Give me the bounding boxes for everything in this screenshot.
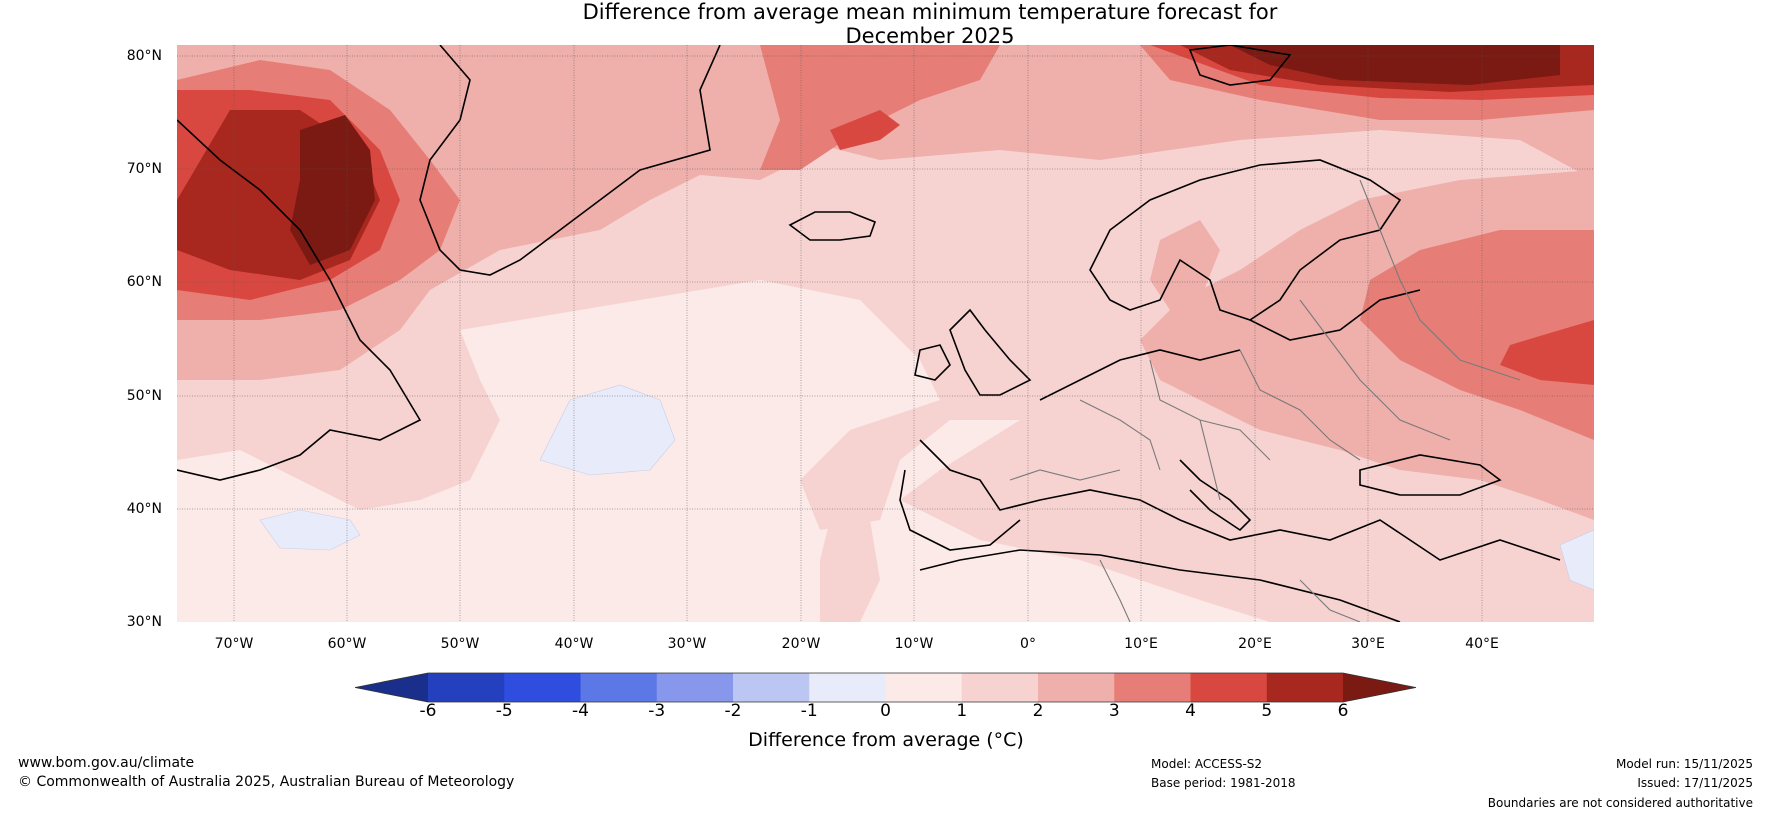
footer-issued: Issued: 17/11/2025 <box>1637 776 1753 790</box>
band-1-2-sw <box>820 520 880 622</box>
colorbar-title: Difference from average (°C) <box>748 729 1024 751</box>
coast-svalbard <box>1188 45 1292 86</box>
coast-europe-south <box>919 439 1561 561</box>
footer-model-run: Model run: 15/11/2025 <box>1615 757 1753 771</box>
lon-label-0: 0° <box>1020 636 1036 652</box>
colorbar-tick-label: 5 <box>1261 701 1273 721</box>
border-6 <box>1199 419 1221 501</box>
lon-label-10w: 10°W <box>894 636 934 652</box>
colorbar-outline <box>354 672 1417 703</box>
colorbar-extend-high <box>1343 673 1416 702</box>
footer-copyright: © Commonwealth of Australia 2025, Austra… <box>18 774 515 790</box>
coast-baltic <box>1249 289 1421 341</box>
footer-site[interactable]: www.bom.gov.au/climate <box>18 755 195 771</box>
lat-label-70n: 70°N <box>126 161 162 177</box>
lon-label-40w: 40°W <box>554 636 594 652</box>
border-9 <box>1299 579 1361 622</box>
band-3-4-greenland-east <box>760 45 1000 170</box>
graticule <box>177 45 1594 622</box>
lat-label-80n: 80°N <box>126 48 162 64</box>
lon-label-10e: 10°E <box>1124 636 1158 652</box>
borders <box>1009 179 1521 622</box>
band-neg-west <box>259 509 361 551</box>
border-7 <box>1009 469 1121 481</box>
title-line-2: December 2025 <box>845 24 1015 48</box>
coast-iceland <box>788 211 877 241</box>
lat-label-60n: 60°N <box>126 274 162 290</box>
colorbar-segment <box>733 673 810 702</box>
colorbar-segment <box>504 673 581 702</box>
colorbar-segment <box>1038 673 1115 702</box>
colorbar-tick-label: -6 <box>419 701 437 721</box>
title-line-1: Difference from average mean minimum tem… <box>582 0 1278 24</box>
band-4-5-greenland <box>830 110 900 150</box>
band-neg-east <box>1559 529 1594 591</box>
border-5 <box>1359 179 1521 381</box>
chart-title: Difference from average mean minimum tem… <box>0 0 1770 48</box>
coast-africa <box>919 549 1401 622</box>
colorbar-segment <box>885 673 963 702</box>
band-4-5-russia <box>1500 320 1594 385</box>
lon-label-30w: 30°W <box>667 636 707 652</box>
colorbar-segment <box>1114 673 1191 702</box>
coast-greenland <box>419 45 721 276</box>
coast-north-europe <box>1039 349 1241 401</box>
colorbar-tick-label: -2 <box>724 701 742 721</box>
band-2-3-scand <box>1150 220 1220 310</box>
colorbar <box>354 672 1417 703</box>
lat-label-30n: 30°N <box>126 614 162 630</box>
lat-label-50n: 50°N <box>126 388 162 404</box>
border-1 <box>1079 399 1161 471</box>
colorbar-segment <box>1190 673 1268 702</box>
footer-model: Model: ACCESS-S2 <box>1151 757 1263 771</box>
coast-black-sea <box>1359 454 1502 496</box>
colorbar-tick-label: -1 <box>800 701 818 721</box>
colorbar-segment <box>656 673 734 702</box>
band-gt6-barents <box>1230 45 1560 85</box>
coast-britain <box>949 308 1032 396</box>
footer-disclaimer: Boundaries are not considered authoritat… <box>1487 796 1753 810</box>
lon-label-40e: 40°E <box>1465 636 1499 652</box>
colorbar-tick-label: 0 <box>880 701 891 721</box>
lat-label-40n: 40°N <box>126 501 162 517</box>
colorbar-segment <box>961 673 1039 702</box>
lon-label-30e: 30°E <box>1351 636 1385 652</box>
colorbar-tick-label: -4 <box>572 701 589 721</box>
coast-italy <box>1179 459 1252 532</box>
footer-base-period: Base period: 1981-2018 <box>1151 776 1296 790</box>
lon-label-20w: 20°W <box>781 636 821 652</box>
coast-labrador <box>177 119 422 481</box>
border-3 <box>1239 349 1361 461</box>
colorbar-tick-label: 2 <box>1032 701 1044 721</box>
lon-label-60w: 60°W <box>327 636 367 652</box>
lon-label-70w: 70°W <box>214 636 254 652</box>
border-4 <box>1299 299 1451 441</box>
border-8 <box>1099 559 1131 622</box>
colorbar-tick-label: 1 <box>956 701 968 721</box>
colorbar-tick-label: 4 <box>1185 701 1196 721</box>
lon-label-50w: 50°W <box>440 636 480 652</box>
colorbar-extend-low <box>355 673 428 702</box>
colorbar-tick-label: -3 <box>648 701 666 721</box>
coast-ireland <box>914 344 951 381</box>
lon-label-20e: 20°E <box>1238 636 1272 652</box>
colorbar-segment <box>809 673 886 702</box>
colorbar-segment <box>580 673 658 702</box>
colorbar-segment <box>1266 673 1344 702</box>
colorbar-tick-label: -5 <box>495 701 513 721</box>
colorbar-tick-label: 6 <box>1337 701 1349 721</box>
colorbar-tick-label: 3 <box>1108 701 1120 721</box>
anomaly-map <box>177 45 1594 622</box>
coastlines <box>177 45 1561 622</box>
colorbar-segment <box>428 673 505 702</box>
coast-scandinavia <box>1089 159 1402 321</box>
band-3-4-russia <box>1360 230 1594 440</box>
coast-iberia <box>899 469 1021 551</box>
band-gt6-baffin <box>290 115 375 265</box>
